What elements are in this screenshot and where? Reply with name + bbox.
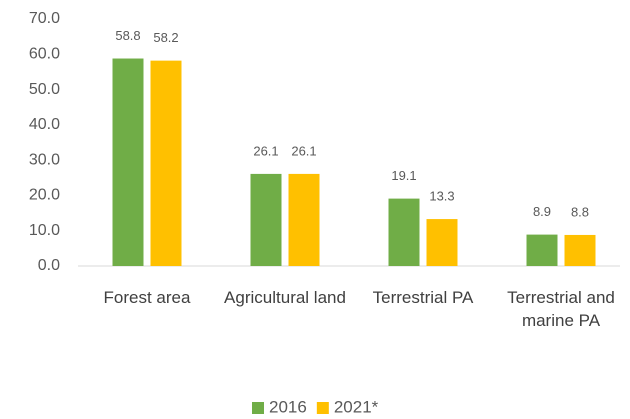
legend-label: 2016 [269,397,307,416]
data-label: 19.1 [391,168,416,183]
legend-swatch [316,402,329,414]
x-tick-label: Agricultural land [224,288,346,307]
y-tick-label: 60.0 [29,46,60,63]
bar [526,234,558,266]
y-tick-label: 70.0 [29,10,60,27]
legend-label: 2021* [334,397,379,416]
x-tick-label: Terrestrial and marine PA [507,288,615,330]
bar [250,173,282,266]
bar [388,198,420,266]
y-tick-label: 20.0 [29,187,60,204]
data-label: 8.8 [571,204,589,219]
data-label: 8.9 [533,204,551,219]
bar [564,234,596,266]
data-label: 26.1 [253,143,278,158]
data-label: 58.2 [153,30,178,45]
bar [288,173,320,266]
y-tick-label: 30.0 [29,151,60,168]
legend-swatch [252,402,264,414]
bar [150,60,182,266]
data-label: 13.3 [429,189,454,204]
data-label: 26.1 [291,143,316,158]
data-label: 58.8 [115,28,140,43]
x-tick-label: Forest area [103,288,191,307]
y-tick-label: 10.0 [29,222,60,239]
x-tick-label: Terrestrial PA [372,288,474,307]
y-tick-label: 50.0 [29,81,60,98]
bar [426,219,458,266]
y-tick-label: 40.0 [29,116,60,133]
y-tick-label: 0.0 [38,257,60,274]
bar [112,58,144,266]
